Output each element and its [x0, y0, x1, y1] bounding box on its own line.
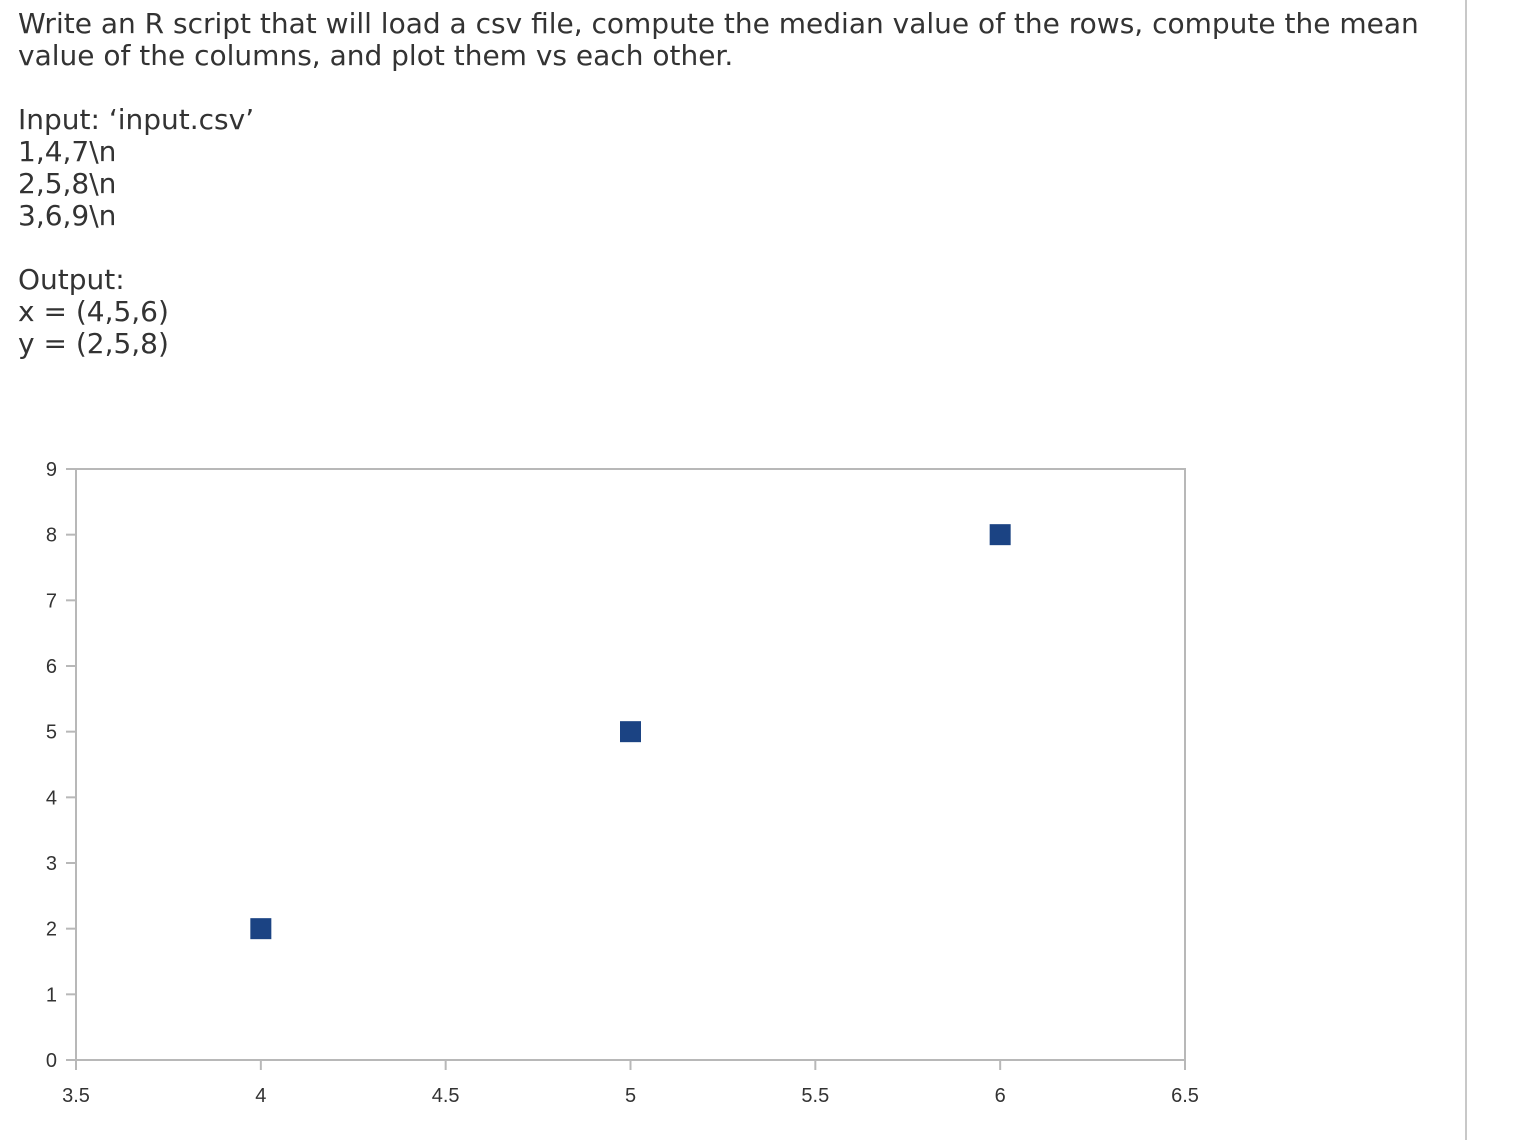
- y-tick-label: 3: [46, 853, 57, 875]
- data-point: [989, 524, 1011, 546]
- data-point: [620, 721, 641, 743]
- y-tick-label: 0: [46, 1050, 57, 1072]
- y-tick-label: 7: [46, 590, 57, 612]
- input-line: 2,5,8\n: [18, 167, 117, 200]
- output-label: Output:: [18, 263, 125, 296]
- y-tick-label: 2: [46, 919, 57, 941]
- input-label: Input: ‘input.csv’: [18, 103, 255, 136]
- plot-area-frame: [75, 468, 1186, 1061]
- output-y-line: y = (2,5,8): [18, 327, 169, 360]
- x-tick-label: 6.5: [1171, 1085, 1199, 1107]
- data-points: [250, 524, 1011, 940]
- page-right-border: [1465, 0, 1467, 1140]
- y-tick-label: 8: [46, 525, 57, 547]
- x-tick-label: 4.5: [432, 1085, 460, 1107]
- y-tick-label: 9: [46, 459, 57, 481]
- question-prompt: Write an R script that will load a csv f…: [18, 7, 1419, 72]
- input-block: Input: ‘input.csv’ 1,4,7\n 2,5,8\n 3,6,9…: [18, 104, 1438, 232]
- x-tick-label: 6: [995, 1085, 1006, 1107]
- x-axis: 3.5 4 4.5 5 5.5 6 6.5: [62, 1060, 1199, 1107]
- y-tick-label: 1: [46, 984, 57, 1006]
- x-tick-label: 3.5: [62, 1085, 90, 1107]
- data-point: [250, 918, 272, 940]
- x-tick-label: 5.5: [801, 1085, 829, 1107]
- y-tick-label: 5: [46, 722, 57, 744]
- input-line: 1,4,7\n: [18, 135, 117, 168]
- y-axis: 0 1 2 3 4 5 6 7 8 9: [46, 459, 76, 1072]
- input-line: 3,6,9\n: [18, 199, 117, 232]
- question-text: Write an R script that will load a csv f…: [18, 8, 1438, 360]
- y-tick-label: 6: [46, 656, 57, 678]
- output-x-line: x = (4,5,6): [18, 295, 169, 328]
- output-block: Output: x = (4,5,6) y = (2,5,8): [18, 264, 1438, 360]
- x-tick-label: 5: [625, 1085, 636, 1107]
- x-tick-label: 4: [255, 1085, 266, 1107]
- y-tick-label: 4: [46, 787, 57, 809]
- scatter-plot-svg: 0 1 2 3 4 5 6 7 8 9 3.5 4 4.5 5 5.5 6 6.5: [46, 459, 1199, 1107]
- scatter-chart: 0 1 2 3 4 5 6 7 8 9 3.5 4 4.5 5 5.5 6 6.5: [0, 440, 1240, 1130]
